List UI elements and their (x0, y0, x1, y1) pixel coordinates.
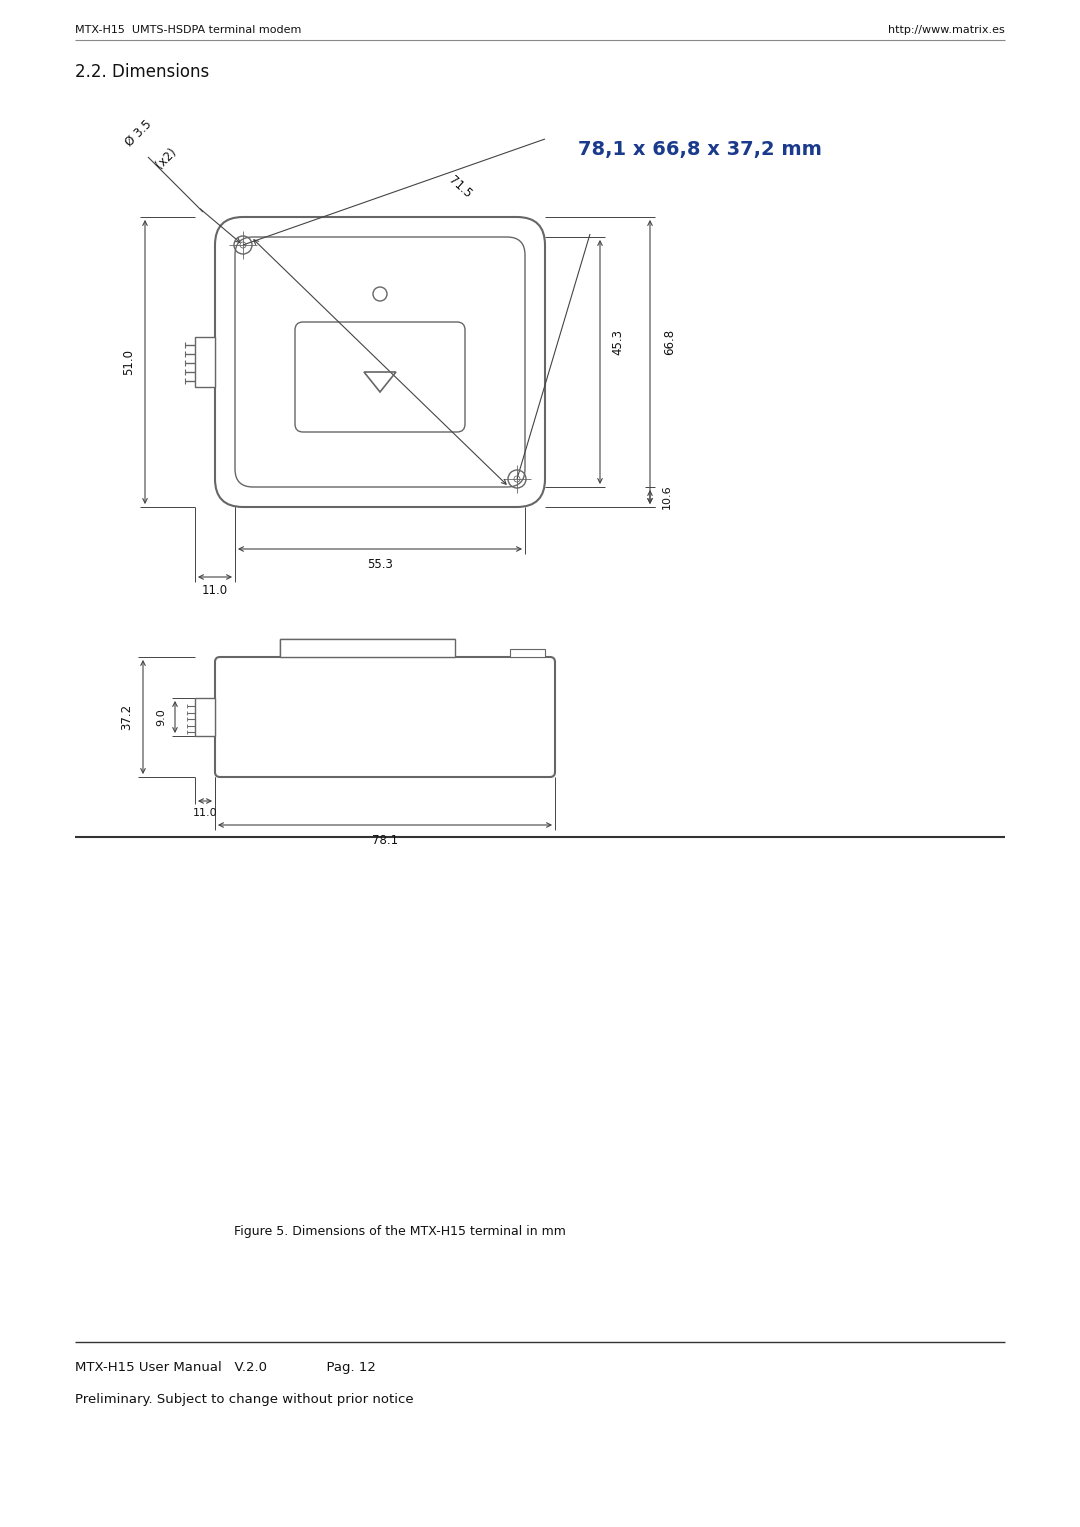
Text: 51.0: 51.0 (122, 350, 135, 376)
Text: 78.1: 78.1 (372, 834, 399, 846)
FancyBboxPatch shape (295, 322, 465, 432)
Text: 2.2. Dimensions: 2.2. Dimensions (75, 63, 210, 81)
Text: 55.3: 55.3 (367, 557, 393, 571)
Text: 11.0: 11.0 (202, 585, 228, 597)
Text: http://www.matrix.es: http://www.matrix.es (888, 24, 1005, 35)
Text: MTX-H15  UMTS-HSDPA terminal modem: MTX-H15 UMTS-HSDPA terminal modem (75, 24, 301, 35)
Text: Ø 3.5: Ø 3.5 (122, 118, 153, 150)
Bar (510, 649, 545, 657)
Text: 45.3: 45.3 (611, 328, 624, 354)
Bar (195, 337, 215, 386)
Text: 10.6: 10.6 (662, 484, 672, 510)
Text: (x2): (x2) (153, 145, 179, 171)
Text: 9.0: 9.0 (156, 709, 166, 725)
Text: 37.2: 37.2 (121, 704, 134, 730)
FancyBboxPatch shape (235, 237, 525, 487)
Text: 11.0: 11.0 (192, 808, 217, 818)
Text: MTX-H15 User Manual   V.2.0              Pag. 12: MTX-H15 User Manual V.2.0 Pag. 12 (75, 1361, 376, 1373)
Text: 71.5: 71.5 (446, 174, 474, 200)
Text: 78,1 x 66,8 x 37,2 mm: 78,1 x 66,8 x 37,2 mm (578, 140, 822, 159)
Text: Preliminary. Subject to change without prior notice: Preliminary. Subject to change without p… (75, 1393, 414, 1405)
Text: 66.8: 66.8 (663, 328, 676, 356)
Text: Figure 5. Dimensions of the MTX-H15 terminal in mm: Figure 5. Dimensions of the MTX-H15 term… (234, 1226, 566, 1238)
FancyBboxPatch shape (215, 657, 555, 777)
FancyBboxPatch shape (215, 217, 545, 507)
Bar (280, 638, 455, 657)
Bar (195, 698, 215, 736)
